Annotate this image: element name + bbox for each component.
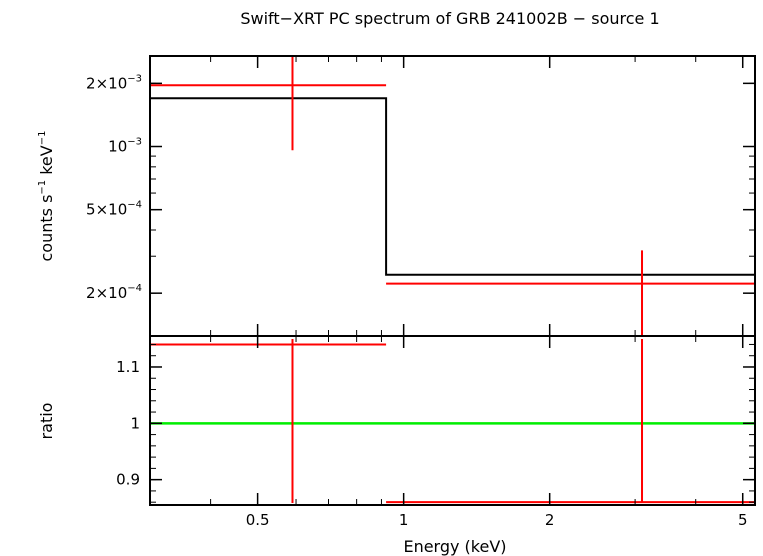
spectrum-panel: 2×10−4 5×10−4 10−3 2×10−3 (86, 55, 756, 337)
model-step-line (150, 97, 755, 276)
ratio-y-axis-label: ratio (37, 403, 56, 440)
ratio-y-tick-label: 1 (130, 414, 140, 432)
x-tick-label: 0.5 (246, 511, 270, 529)
ratio-y-tick-label: 1.1 (116, 358, 140, 376)
ratio-panel: 0.9 1 1.1 0.5 1 2 5 (116, 335, 756, 529)
x-tick-label: 5 (738, 511, 748, 529)
x-tick-marks-top (149, 56, 744, 336)
model-curve-group (150, 97, 755, 276)
y-tick-label: 2×10−3 (86, 73, 142, 92)
chart-title: Swift−XRT PC spectrum of GRB 241002B − s… (240, 9, 659, 28)
ratio-frame (149, 335, 756, 506)
spectrum-y-axis-label: counts s−1 keV−1 (37, 131, 56, 262)
y-tick-label: 2×10−4 (86, 283, 142, 302)
y-tick-label: 10−3 (108, 137, 142, 156)
x-axis-label: Energy (keV) (403, 537, 506, 556)
x-tick-label: 1 (399, 511, 409, 529)
ratio-y-tick-label: 0.9 (116, 471, 140, 489)
y-tick-group: 2×10−4 5×10−4 10−3 2×10−3 (86, 73, 755, 302)
y-tick-label: 5×10−4 (86, 200, 142, 219)
data-points-group (150, 56, 755, 336)
x-tick-group: 0.5 1 2 5 (149, 336, 748, 529)
ratio-points-group (150, 339, 755, 504)
x-tick-label: 2 (545, 511, 555, 529)
